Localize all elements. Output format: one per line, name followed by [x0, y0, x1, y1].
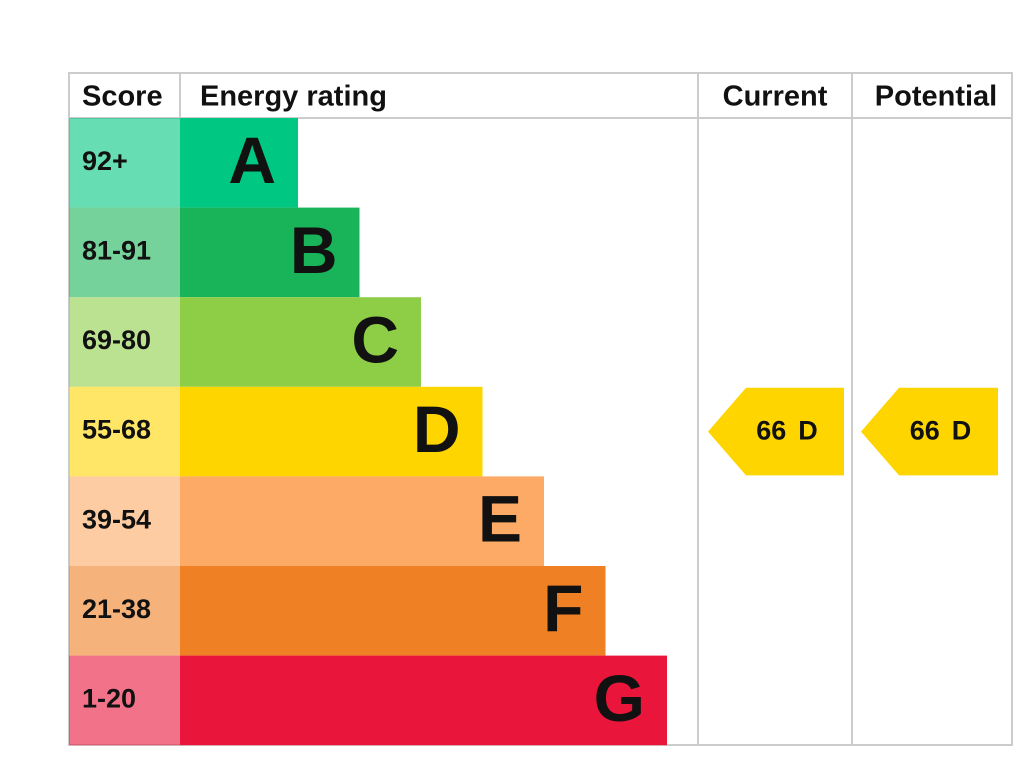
rating-bar [180, 655, 667, 746]
rating-bar [180, 118, 298, 208]
score-cell [69, 655, 180, 746]
score-label: 92+ [82, 146, 128, 176]
rating-letter: E [478, 482, 522, 556]
rating-bar [180, 297, 421, 387]
current-value: 66 [756, 416, 786, 446]
current-text: 66 D [756, 416, 818, 446]
score-cell [69, 118, 180, 208]
score-label: 81-91 [82, 236, 151, 266]
score-cell [69, 566, 180, 656]
score-cell [69, 476, 180, 566]
score-cell [69, 207, 180, 298]
rating-bar [180, 386, 483, 477]
rating-letter: B [290, 213, 338, 287]
score-label: 1-20 [82, 684, 136, 714]
rating-letter: F [543, 571, 583, 645]
potential-text: 66 D [910, 416, 972, 446]
score-cell [69, 386, 180, 477]
rating-bar [180, 476, 544, 566]
header-current: Current [723, 81, 828, 113]
potential-letter: D [952, 416, 972, 446]
rating-letter: C [351, 302, 399, 376]
header-rating: Energy rating [200, 81, 387, 113]
rating-letter: G [594, 661, 645, 735]
rating-letter: D [413, 392, 461, 466]
score-label: 55-68 [82, 415, 151, 445]
score-label: 21-38 [82, 594, 151, 624]
header-potential: Potential [875, 81, 997, 113]
rating-bar [180, 207, 360, 298]
score-cell [69, 297, 180, 387]
current-arrow [708, 387, 844, 476]
current-letter: D [798, 416, 818, 446]
rating-bar [180, 566, 606, 656]
potential-arrow [861, 387, 998, 476]
score-label: 69-80 [82, 325, 151, 355]
rating-letter: A [228, 123, 276, 197]
score-label: 39-54 [82, 504, 151, 534]
potential-value: 66 [910, 416, 940, 446]
header-score: Score [82, 81, 163, 113]
